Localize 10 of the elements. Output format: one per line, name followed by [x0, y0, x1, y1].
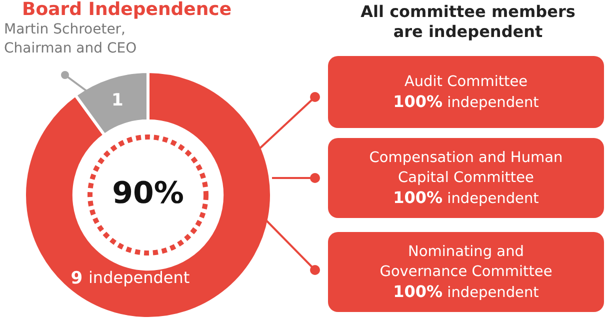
text: Compensation and Human Capital Committee 100% independent [369, 148, 563, 208]
text: 90% [112, 176, 184, 211]
data-label: 9 [70, 268, 88, 288]
slice-label: Martin Schroeter, Chairman and CEO [4, 22, 137, 57]
text: Audit Committee 100% independent [393, 72, 539, 112]
text: Nominating and Governance Committee 100% independent [380, 242, 552, 302]
data-label: 1 [112, 90, 124, 110]
text: All committee members are independent [360, 2, 576, 42]
chart-title: Board Independence [22, 0, 232, 20]
slice-label: independent [88, 268, 190, 288]
